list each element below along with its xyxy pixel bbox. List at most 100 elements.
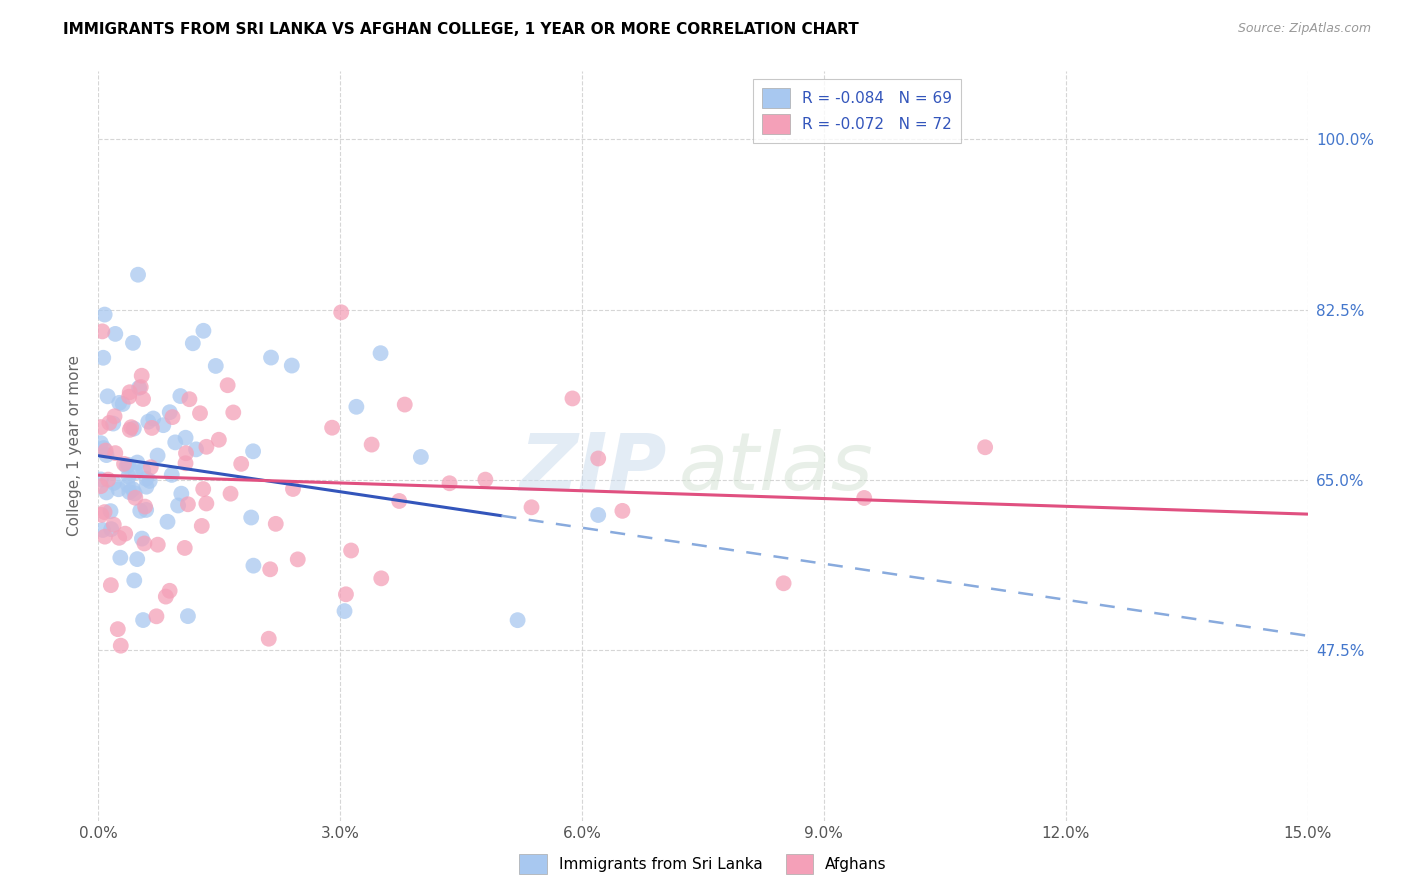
Point (93, 308, 115, 322)
Point (612, 504, 634, 518)
Point (259, 562, 281, 576)
Point (162, 410, 184, 425)
Legend: R = -0.084   N = 69, R = -0.072   N = 72: R = -0.084 N = 69, R = -0.072 N = 72 (754, 79, 962, 143)
Point (333, 604, 356, 618)
Point (117, 469, 139, 483)
Point (139, 460, 162, 475)
Point (134, 500, 156, 514)
Point (122, 574, 145, 588)
Point (335, 587, 357, 601)
Point (90, 508, 112, 522)
Point (179, 392, 201, 407)
Point (174, 456, 197, 470)
Point (188, 406, 211, 420)
Point (174, 446, 197, 460)
Point (156, 515, 179, 529)
Point (506, 613, 529, 627)
Point (124, 486, 146, 500)
Point (103, 417, 125, 431)
Point (146, 538, 169, 552)
Point (135, 503, 157, 517)
Point (169, 389, 191, 403)
Point (96, 448, 118, 462)
Point (90, 479, 112, 493)
Point (155, 590, 177, 604)
Point (159, 405, 181, 419)
Point (177, 609, 200, 624)
Point (388, 494, 411, 508)
Legend: Immigrants from Sri Lanka, Afghans: Immigrants from Sri Lanka, Afghans (513, 848, 893, 880)
Point (409, 450, 432, 464)
Point (586, 508, 609, 522)
Point (94, 530, 117, 544)
Point (853, 491, 876, 505)
Point (112, 457, 135, 471)
Point (360, 437, 382, 451)
Point (108, 531, 131, 545)
Point (97, 389, 120, 403)
Point (173, 541, 195, 555)
Point (122, 422, 145, 436)
Point (118, 485, 141, 500)
Point (174, 431, 197, 445)
Point (132, 463, 155, 477)
Point (160, 467, 183, 482)
Point (287, 552, 309, 566)
Point (91, 351, 114, 365)
Point (240, 510, 263, 524)
Point (193, 482, 215, 496)
Point (127, 268, 149, 282)
Point (131, 532, 153, 546)
Point (340, 543, 363, 558)
Point (104, 446, 127, 460)
Point (170, 486, 193, 500)
Point (181, 336, 204, 351)
Point (135, 480, 157, 494)
Point (90, 420, 112, 434)
Point (100, 522, 122, 536)
Point (165, 435, 187, 450)
Point (370, 571, 392, 585)
Point (98, 416, 121, 430)
Point (131, 368, 153, 383)
Point (117, 458, 139, 472)
Y-axis label: College, 1 year or more: College, 1 year or more (67, 356, 83, 536)
Point (93, 505, 115, 519)
Point (152, 418, 174, 433)
Point (474, 473, 496, 487)
Point (974, 440, 997, 454)
Point (118, 385, 141, 400)
Point (90, 436, 112, 450)
Text: atlas: atlas (679, 429, 873, 508)
Point (520, 500, 543, 515)
Point (132, 392, 155, 406)
Point (142, 411, 165, 425)
Point (107, 622, 129, 636)
Point (260, 351, 283, 365)
Point (128, 381, 150, 395)
Point (159, 583, 181, 598)
Point (103, 409, 125, 424)
Point (184, 442, 207, 457)
Point (257, 632, 280, 646)
Point (208, 433, 231, 447)
Text: IMMIGRANTS FROM SRI LANKA VS AFGHAN COLLEGE, 1 YEAR OR MORE CORRELATION CHART: IMMIGRANTS FROM SRI LANKA VS AFGHAN COLL… (63, 22, 859, 37)
Point (110, 550, 132, 565)
Point (97, 473, 120, 487)
Point (231, 457, 253, 471)
Point (195, 496, 218, 510)
Point (91, 523, 114, 537)
Point (107, 482, 129, 496)
Point (118, 423, 141, 437)
Point (281, 482, 304, 496)
Point (204, 359, 226, 373)
Point (219, 486, 242, 500)
Point (439, 476, 461, 491)
Point (129, 380, 152, 394)
Point (114, 526, 136, 541)
Point (104, 326, 127, 341)
Point (145, 609, 167, 624)
Point (242, 444, 264, 458)
Point (103, 475, 125, 490)
Point (122, 335, 145, 350)
